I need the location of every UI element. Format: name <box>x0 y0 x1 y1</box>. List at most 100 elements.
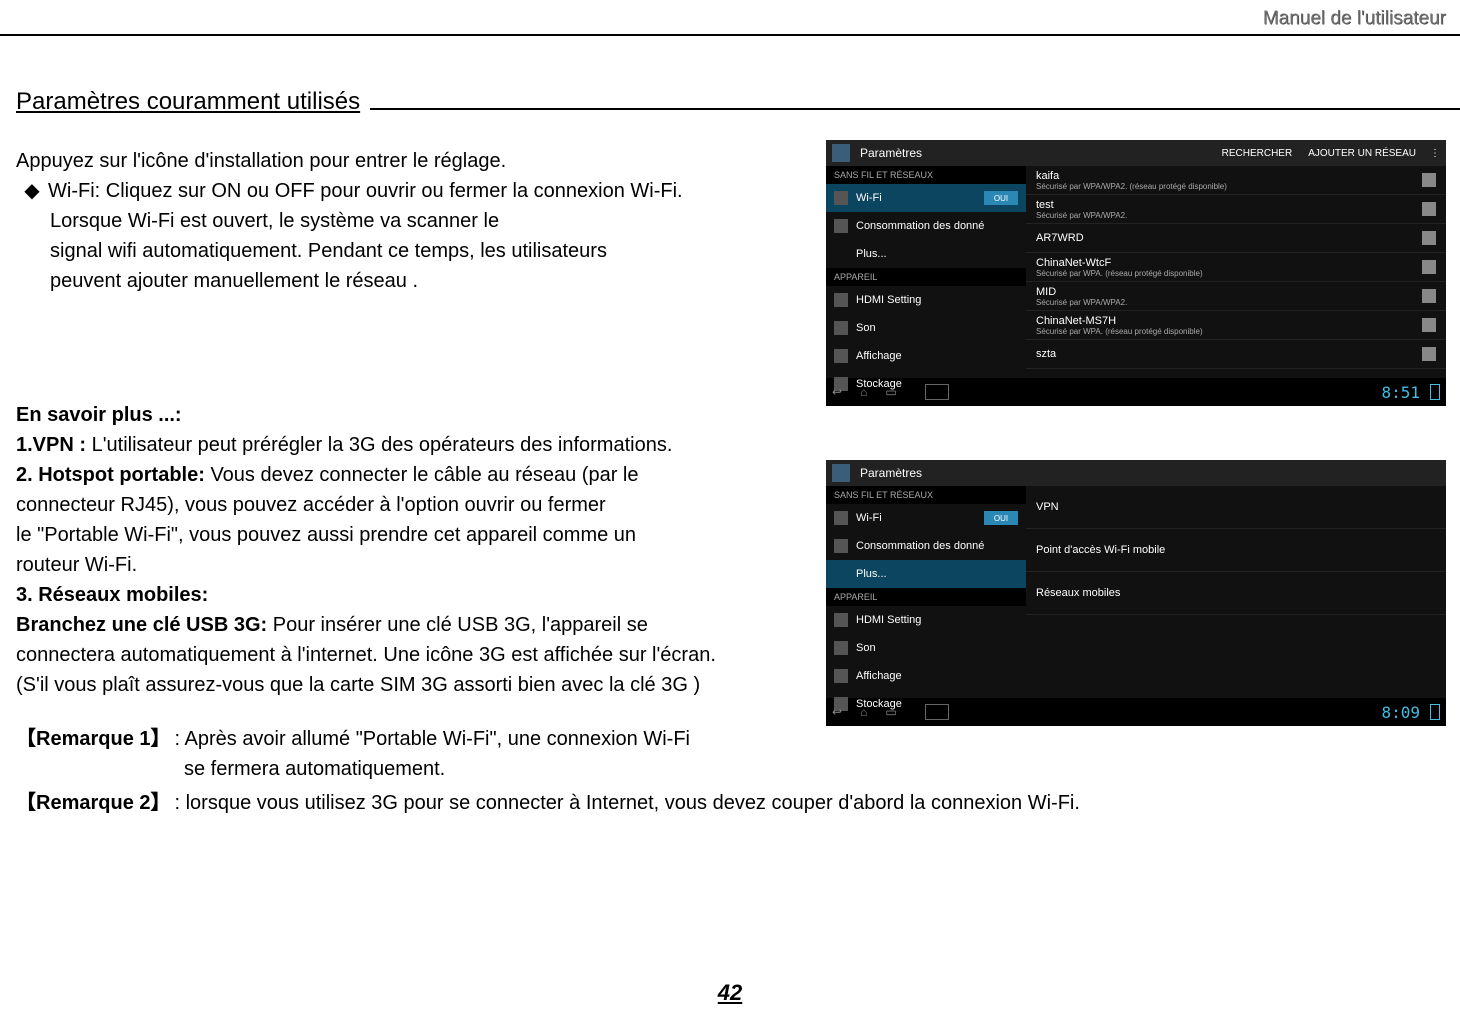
section-title: Paramètres couramment utilisés <box>10 88 1450 116</box>
action-bar: Paramètres RECHERCHER AJOUTER UN RÉSEAU … <box>826 140 1446 166</box>
sidebar-item-sound[interactable]: Son <box>826 314 1026 342</box>
wifi-signal-icon <box>1422 318 1436 332</box>
plus-label-2: Plus... <box>856 568 887 580</box>
search-button[interactable]: RECHERCHER <box>1222 148 1299 159</box>
wifi-signal-icon <box>1422 231 1436 245</box>
wifi-network-security: Sécurisé par WPA/WPA2. <box>1036 298 1127 307</box>
sidebar-item-hdmi-2[interactable]: HDMI Setting <box>826 606 1026 634</box>
sidebar-item-plus-2[interactable]: Plus... <box>826 560 1026 588</box>
more-option-row[interactable]: Point d'accès Wi-Fi mobile <box>1026 529 1446 572</box>
wifi-signal-icon <box>1422 260 1436 274</box>
sidebar-item-data-2[interactable]: Consommation des donné <box>826 532 1026 560</box>
more-options-list: VPNPoint d'accès Wi-Fi mobileRéseaux mob… <box>1026 486 1446 698</box>
wifi-icon-2 <box>834 511 848 525</box>
top-rule <box>0 34 1460 36</box>
display-label-2: Affichage <box>856 670 902 682</box>
wifi-toggle[interactable]: OUI <box>984 191 1018 205</box>
side-header-device: APPAREIL <box>826 268 1026 286</box>
nav-recent-icon[interactable]: ▭ <box>885 385 896 399</box>
add-network-button[interactable]: AJOUTER UN RÉSEAU <box>1298 148 1422 159</box>
data-label: Consommation des donné <box>856 220 984 232</box>
wifi-network-row[interactable]: MIDSécurisé par WPA/WPA2. <box>1026 282 1446 311</box>
note1-label: 【Remarque 1】 <box>16 724 171 754</box>
side-header-device-2: APPAREIL <box>826 588 1026 606</box>
wifi-network-row[interactable]: AR7WRD <box>1026 224 1446 253</box>
settings-icon <box>832 144 850 162</box>
screenshot-more-settings: Paramètres SANS FIL ET RÉSEAUX Wi-Fi OUI… <box>826 460 1446 726</box>
action-bar-2: Paramètres <box>826 460 1446 486</box>
wifi-signal-icon <box>1422 173 1436 187</box>
wifi-network-security: Sécurisé par WPA/WPA2. (réseau protégé d… <box>1036 182 1227 191</box>
wifi-label-2: Wi-Fi <box>856 512 882 524</box>
bullet-mark: ◆ <box>16 176 48 206</box>
note2-label: 【Remarque 2】 <box>16 788 171 818</box>
sidebar-item-wifi-2[interactable]: Wi-Fi OUI <box>826 504 1026 532</box>
p4-bold: Branchez une clé USB 3G: <box>16 614 267 636</box>
note-2: 【Remarque 2】 : lorsque vous utilisez 3G … <box>16 788 1450 818</box>
wifi-network-name: test <box>1036 199 1127 211</box>
sidebar-item-plus[interactable]: Plus... <box>826 240 1026 268</box>
sidebar-item-sound-2[interactable]: Son <box>826 634 1026 662</box>
sidebar-item-display-2[interactable]: Affichage <box>826 662 1026 690</box>
page-number: 42 <box>718 980 742 1006</box>
data-icon-2 <box>834 539 848 553</box>
nav-back-icon-2[interactable]: ↩ <box>832 705 842 719</box>
wifi-network-security: Sécurisé par WPA. (réseau protégé dispon… <box>1036 327 1203 336</box>
wifi-network-name: ChinaNet-WtcF <box>1036 257 1203 269</box>
data-label-2: Consommation des donné <box>856 540 984 552</box>
sound-icon <box>834 321 848 335</box>
more-p1: 1.VPN : L'utilisateur peut prérégler la … <box>16 430 1450 460</box>
wifi-network-row[interactable]: kaifaSécurisé par WPA/WPA2. (réseau prot… <box>1026 166 1446 195</box>
nav-back-icon[interactable]: ↩ <box>832 385 842 399</box>
wifi-signal-icon <box>1422 289 1436 303</box>
overflow-menu-icon[interactable]: ⋮ <box>1422 148 1446 159</box>
wifi-network-name: szta <box>1036 348 1056 360</box>
ab-title-2: Paramètres <box>856 466 1446 480</box>
nav-home-icon-2[interactable]: ⌂ <box>860 705 867 719</box>
sidebar-item-hdmi[interactable]: HDMI Setting <box>826 286 1026 314</box>
volume-icon[interactable] <box>925 384 949 400</box>
sound-label-2: Son <box>856 642 876 654</box>
more-option-row[interactable]: Réseaux mobiles <box>1026 572 1446 615</box>
hdmi-label-2: HDMI Setting <box>856 614 921 626</box>
wifi-toggle-2[interactable]: OUI <box>984 511 1018 525</box>
display-label: Affichage <box>856 350 902 362</box>
p4-text: Pour insérer une clé USB 3G, l'appareil … <box>267 614 648 636</box>
wifi-network-row[interactable]: szta <box>1026 340 1446 369</box>
data-icon <box>834 219 848 233</box>
note1-line2: se fermera automatiquement. <box>16 754 1450 784</box>
more-option-row[interactable]: VPN <box>1026 486 1446 529</box>
ab-title: Paramètres <box>856 146 1222 160</box>
manual-header: Manuel de l'utilisateur <box>1263 8 1446 30</box>
wifi-network-name: kaifa <box>1036 170 1227 182</box>
p1-bold: 1.VPN : <box>16 434 86 456</box>
wifi-network-row[interactable]: testSécurisé par WPA/WPA2. <box>1026 195 1446 224</box>
sidebar-item-wifi[interactable]: Wi-Fi OUI <box>826 184 1026 212</box>
hdmi-label: HDMI Setting <box>856 294 921 306</box>
sidebar-item-data[interactable]: Consommation des donné <box>826 212 1026 240</box>
screenshot-wifi-list: Paramètres RECHERCHER AJOUTER UN RÉSEAU … <box>826 140 1446 406</box>
wifi-network-name: MID <box>1036 286 1127 298</box>
status-time: 8:51 <box>1381 383 1420 402</box>
wifi-network-name: AR7WRD <box>1036 232 1084 244</box>
note-1: 【Remarque 1】 : Après avoir allumé "Porta… <box>16 724 1450 754</box>
sound-label: Son <box>856 322 876 334</box>
nav-home-icon[interactable]: ⌂ <box>860 385 867 399</box>
wifi-network-row[interactable]: ChinaNet-WtcFSécurisé par WPA. (réseau p… <box>1026 253 1446 282</box>
sidebar-item-display[interactable]: Affichage <box>826 342 1026 370</box>
display-icon-2 <box>834 669 848 683</box>
wifi-label: Wi-Fi <box>856 192 882 204</box>
p2-text: Vous devez connecter le câble au réseau … <box>205 464 639 486</box>
battery-icon <box>1430 384 1440 400</box>
nav-recent-icon-2[interactable]: ▭ <box>885 705 896 719</box>
note1-text: : Après avoir allumé "Portable Wi-Fi", u… <box>171 724 691 754</box>
volume-icon-2[interactable] <box>925 704 949 720</box>
battery-icon-2 <box>1430 704 1440 720</box>
display-icon <box>834 349 848 363</box>
wifi-network-security: Sécurisé par WPA. (réseau protégé dispon… <box>1036 269 1203 278</box>
p1-text: L'utilisateur peut prérégler la 3G des o… <box>86 434 672 456</box>
plus-label: Plus... <box>856 248 887 260</box>
wifi-icon <box>834 191 848 205</box>
wifi-network-row[interactable]: ChinaNet-MS7HSécurisé par WPA. (réseau p… <box>1026 311 1446 340</box>
sound-icon-2 <box>834 641 848 655</box>
